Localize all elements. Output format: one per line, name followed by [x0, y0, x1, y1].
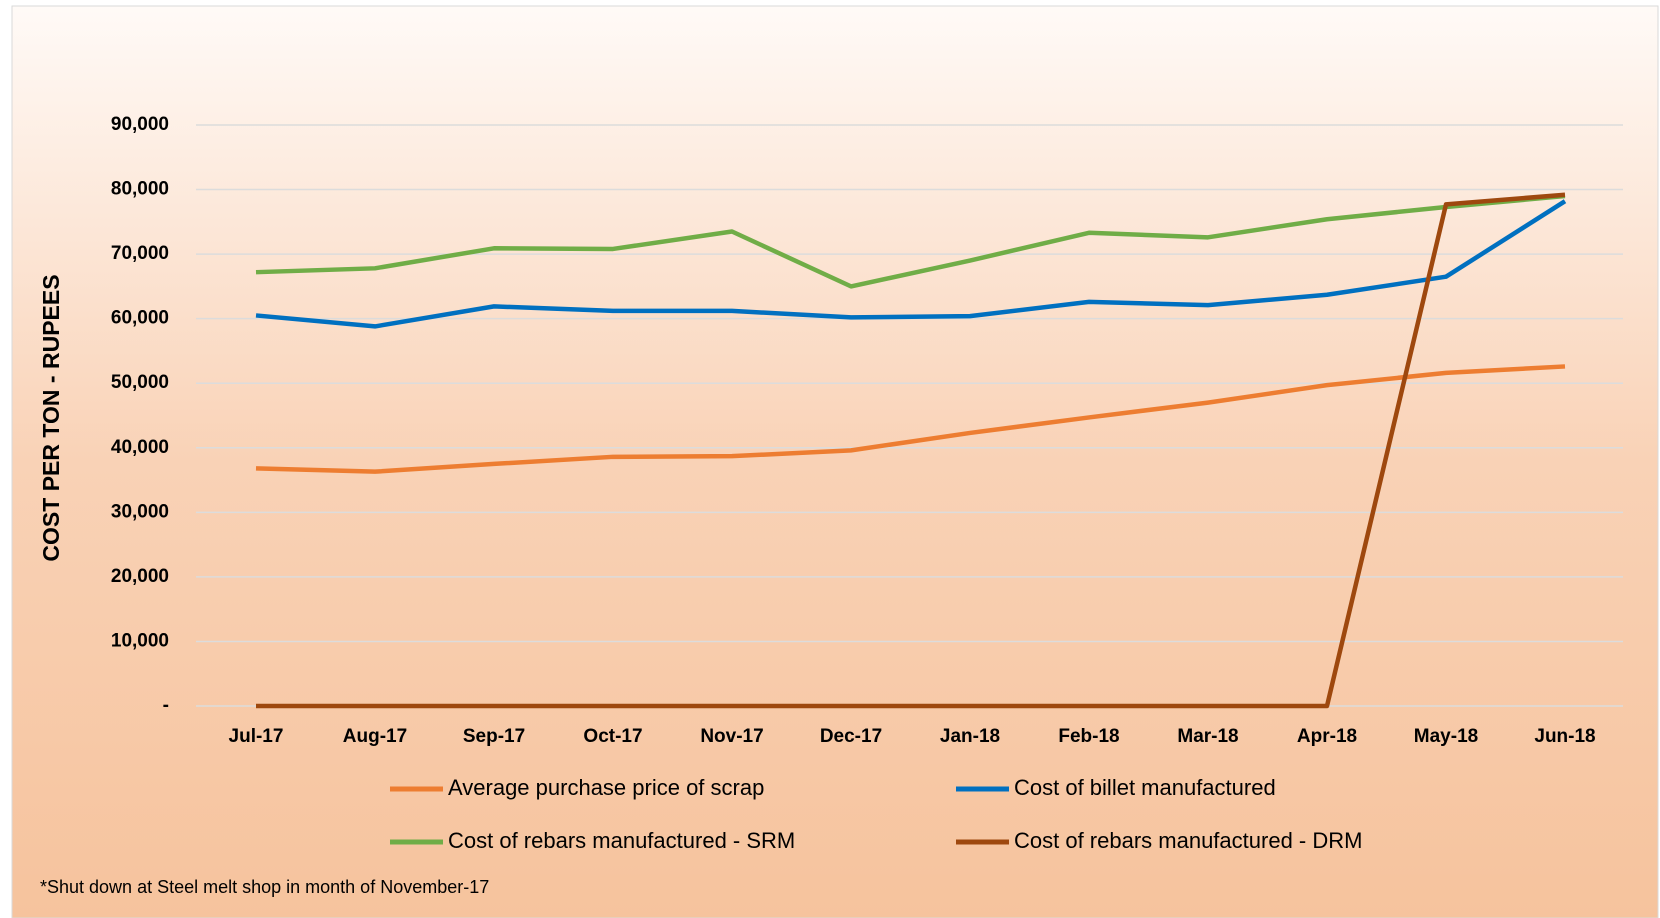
y-tick-label: 10,000	[111, 630, 169, 651]
y-tick-label: 50,000	[111, 372, 169, 393]
y-tick-label: 20,000	[111, 566, 169, 587]
x-tick-label: Jan-18	[940, 726, 1000, 747]
x-tick-label: May-18	[1414, 726, 1478, 747]
legend-label: Cost of rebars manufactured - DRM	[1014, 828, 1362, 853]
x-tick-label: Sep-17	[463, 726, 525, 747]
y-tick-label: 40,000	[111, 437, 169, 458]
y-tick-label: 70,000	[111, 243, 169, 264]
x-tick-label: Mar-18	[1177, 726, 1238, 747]
y-axis-title: COST PER TON - RUPEES	[38, 274, 64, 561]
x-tick-label: Aug-17	[343, 726, 407, 747]
y-tick-label: 30,000	[111, 501, 169, 522]
x-tick-label: Nov-17	[700, 726, 763, 747]
x-tick-label: Jun-18	[1534, 726, 1595, 747]
y-tick-label: -	[163, 695, 169, 716]
x-tick-label: Jul-17	[229, 726, 284, 747]
x-tick-label: Dec-17	[820, 726, 882, 747]
legend-label: Cost of billet manufactured	[1014, 775, 1276, 800]
series-line	[255, 193, 1566, 289]
x-tick-label: Oct-17	[583, 726, 642, 747]
series-line	[255, 364, 1566, 474]
y-tick-label: 80,000	[111, 179, 169, 200]
x-tick-label: Feb-18	[1058, 726, 1119, 747]
series-line	[256, 192, 1566, 709]
chart-background	[11, 5, 1659, 918]
footnote: *Shut down at Steel melt shop in month o…	[40, 877, 489, 897]
series-line	[255, 199, 1567, 329]
legend-label: Average purchase price of scrap	[448, 775, 764, 800]
y-tick-label: 90,000	[111, 114, 169, 135]
legend-label: Cost of rebars manufactured - SRM	[448, 828, 795, 853]
x-tick-label: Apr-18	[1297, 726, 1357, 747]
y-tick-label: 60,000	[111, 308, 169, 329]
